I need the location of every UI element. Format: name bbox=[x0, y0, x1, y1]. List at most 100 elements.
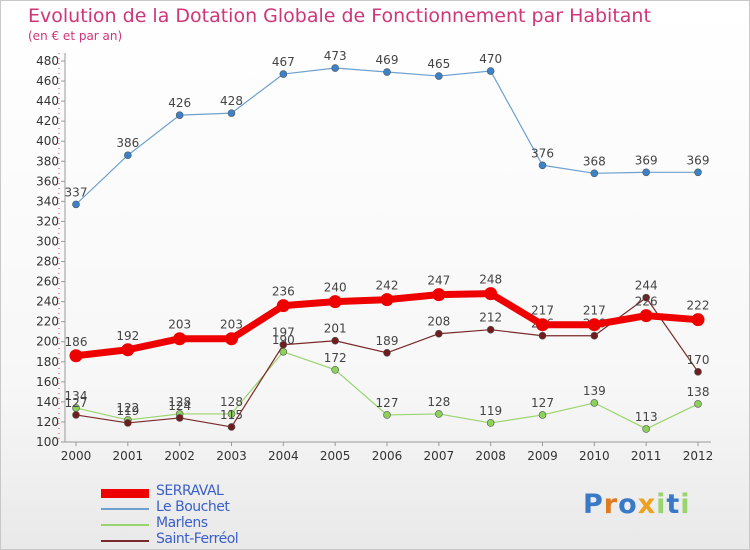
data-point-le-bouchet bbox=[227, 109, 236, 117]
data-point-marlens bbox=[435, 410, 443, 418]
y-tick-label: 140 bbox=[36, 395, 59, 409]
x-tick-label: 2001 bbox=[113, 449, 144, 463]
data-point-marlens bbox=[486, 419, 495, 427]
data-point-saint-ferr-ol bbox=[538, 331, 547, 340]
data-point-le-bouchet bbox=[435, 72, 443, 80]
data-label-le-bouchet: 386 bbox=[116, 136, 139, 150]
data-point-serraval bbox=[587, 318, 601, 332]
legend-label-serraval: SERRAVAL bbox=[156, 483, 224, 499]
data-label-serraval: 236 bbox=[272, 285, 295, 299]
data-point-le-bouchet bbox=[175, 111, 184, 119]
data-label-serraval: 240 bbox=[324, 281, 347, 295]
y-tick-label: 480 bbox=[36, 54, 59, 68]
data-label-marlens: 190 bbox=[272, 333, 295, 347]
data-point-le-bouchet bbox=[279, 70, 288, 78]
data-point-saint-ferr-ol bbox=[175, 414, 184, 422]
data-label-marlens: 138 bbox=[687, 385, 710, 399]
x-tick-label: 2007 bbox=[424, 449, 455, 463]
x-tick-label: 2002 bbox=[164, 449, 195, 463]
data-label-le-bouchet: 473 bbox=[324, 49, 347, 63]
chart-title: Evolution de la Dotation Globale de Fonc… bbox=[28, 5, 651, 27]
legend-swatch-serraval bbox=[101, 488, 149, 498]
data-point-saint-ferr-ol bbox=[383, 348, 391, 357]
y-tick-label: 120 bbox=[36, 415, 59, 429]
x-tick-label: 2004 bbox=[268, 449, 299, 463]
y-tick-label: 180 bbox=[36, 355, 59, 369]
data-label-marlens: 139 bbox=[583, 384, 606, 398]
data-label-marlens: 127 bbox=[531, 396, 554, 410]
data-label-saint-ferr-ol: 119 bbox=[116, 404, 139, 418]
data-point-serraval bbox=[380, 293, 394, 307]
data-label-marlens: 122 bbox=[116, 401, 139, 415]
y-tick-label: 240 bbox=[36, 295, 59, 309]
data-point-le-bouchet bbox=[538, 161, 547, 170]
legend-label-saint-ferr-ol: Saint-Ferréol bbox=[156, 531, 239, 547]
data-label-serraval: 192 bbox=[116, 329, 139, 343]
data-label-marlens: 128 bbox=[427, 395, 450, 409]
data-label-saint-ferr-ol: 208 bbox=[427, 315, 450, 329]
logo-letter: P bbox=[583, 489, 604, 520]
data-label-marlens: 113 bbox=[635, 410, 658, 424]
x-tick-label: 2012 bbox=[683, 449, 714, 463]
y-tick-label: 160 bbox=[36, 375, 59, 389]
data-label-saint-ferr-ol: 189 bbox=[376, 334, 399, 348]
y-tick-label: 380 bbox=[36, 154, 59, 168]
data-label-serraval: 242 bbox=[376, 279, 399, 293]
data-label-serraval: 226 bbox=[635, 295, 658, 309]
legend-swatch-le-bouchet bbox=[101, 508, 149, 510]
legend-label-marlens: Marlens bbox=[156, 515, 208, 531]
data-point-saint-ferr-ol bbox=[279, 340, 288, 349]
data-label-saint-ferr-ol: 115 bbox=[220, 408, 243, 422]
data-label-le-bouchet: 369 bbox=[635, 153, 658, 167]
data-point-saint-ferr-ol bbox=[227, 423, 236, 431]
data-point-serraval bbox=[276, 299, 290, 313]
data-label-marlens: 128 bbox=[220, 395, 243, 409]
data-label-le-bouchet: 368 bbox=[583, 154, 606, 168]
data-label-marlens: 128 bbox=[168, 395, 191, 409]
data-label-marlens: 127 bbox=[376, 396, 399, 410]
y-tick-label: 400 bbox=[36, 134, 59, 148]
x-tick-label: 2003 bbox=[216, 449, 247, 463]
x-tick-label: 2000 bbox=[61, 449, 92, 463]
legend-swatch-marlens bbox=[101, 524, 149, 526]
data-point-le-bouchet bbox=[124, 151, 132, 160]
x-tick-label: 2006 bbox=[372, 449, 403, 463]
data-point-le-bouchet bbox=[331, 64, 339, 72]
y-tick-label: 100 bbox=[36, 435, 59, 449]
data-point-serraval bbox=[484, 287, 498, 301]
data-point-marlens bbox=[590, 399, 599, 407]
x-tick-label: 2005 bbox=[320, 449, 351, 463]
data-label-saint-ferr-ol: 212 bbox=[479, 311, 502, 325]
data-point-serraval bbox=[121, 343, 135, 357]
data-point-serraval bbox=[69, 349, 83, 363]
data-point-serraval bbox=[639, 309, 653, 323]
proxiti-logo: Proxiti bbox=[583, 489, 691, 520]
y-tick-label: 460 bbox=[36, 74, 59, 88]
logo-letter: t bbox=[666, 489, 681, 520]
data-point-marlens bbox=[642, 425, 650, 433]
data-label-serraval: 247 bbox=[427, 274, 450, 288]
data-point-le-bouchet bbox=[72, 200, 80, 209]
logo-letter: x bbox=[637, 489, 657, 520]
data-label-marlens: 172 bbox=[324, 351, 347, 365]
logo-letter: i bbox=[656, 489, 667, 520]
data-point-serraval bbox=[173, 332, 187, 346]
data-point-le-bouchet bbox=[383, 68, 391, 76]
logo-letter: o bbox=[618, 489, 638, 520]
series-line-le-bouchet bbox=[75, 67, 699, 205]
data-label-marlens: 134 bbox=[65, 389, 88, 403]
data-point-saint-ferr-ol bbox=[590, 331, 599, 340]
data-point-saint-ferr-ol bbox=[435, 329, 443, 338]
data-label-saint-ferr-ol: 201 bbox=[324, 322, 347, 336]
data-label-saint-ferr-ol: 197 bbox=[272, 326, 295, 340]
data-point-saint-ferr-ol bbox=[486, 325, 495, 334]
data-point-le-bouchet bbox=[590, 169, 599, 178]
logo-letter: r bbox=[603, 489, 619, 520]
data-point-serraval bbox=[328, 295, 342, 309]
data-point-serraval bbox=[691, 313, 705, 327]
x-tick-label: 2010 bbox=[579, 449, 610, 463]
y-tick-label: 420 bbox=[36, 114, 59, 128]
data-point-serraval bbox=[225, 332, 238, 346]
data-label-serraval: 203 bbox=[220, 318, 243, 332]
